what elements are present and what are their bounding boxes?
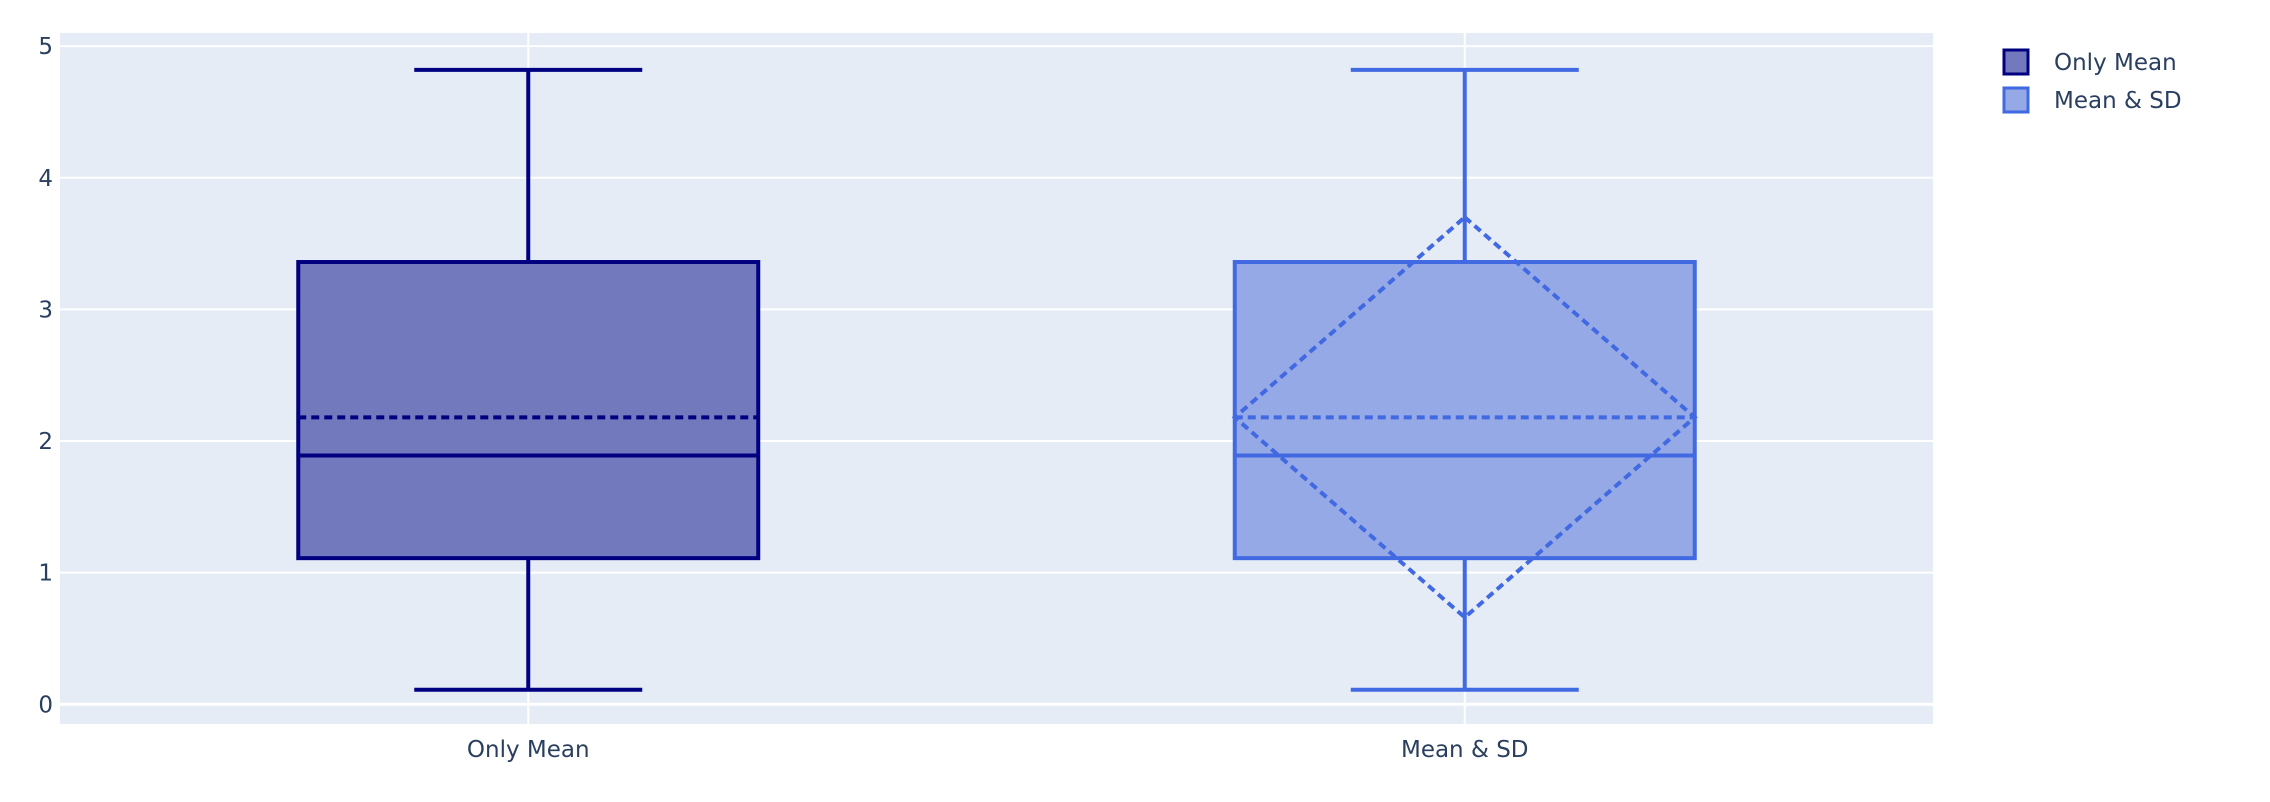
- y-tick-label: 1: [38, 561, 53, 587]
- y-tick-label: 4: [38, 166, 53, 192]
- legend-label: Mean & SD: [2054, 88, 2182, 114]
- box-body[interactable]: [1232, 260, 1697, 561]
- sd-diamond: [1231, 214, 1698, 621]
- legend-item[interactable]: Mean & SD: [2002, 86, 2182, 114]
- legend-label: Only Mean: [2054, 50, 2177, 76]
- x-axis: Only Mean Mean & SD: [467, 737, 1529, 763]
- box-trace: [1231, 67, 1698, 692]
- y-tick-label: 0: [38, 692, 53, 718]
- legend[interactable]: Only Mean Mean & SD: [2002, 48, 2182, 114]
- box-trace: [296, 67, 761, 692]
- legend-swatch: [2002, 48, 2030, 76]
- box-body[interactable]: [296, 260, 761, 561]
- y-axis: 0 1 2 3 4 5: [38, 34, 53, 718]
- x-tick-label: Mean & SD: [1401, 737, 1529, 763]
- y-tick-label: 5: [38, 34, 53, 60]
- y-tick-label: 3: [38, 297, 53, 323]
- legend-item[interactable]: Only Mean: [2002, 48, 2177, 76]
- y-tick-label: 2: [38, 429, 53, 455]
- legend-swatch: [2002, 86, 2030, 114]
- x-tick-label: Only Mean: [467, 737, 590, 763]
- box-traces: [296, 67, 1698, 692]
